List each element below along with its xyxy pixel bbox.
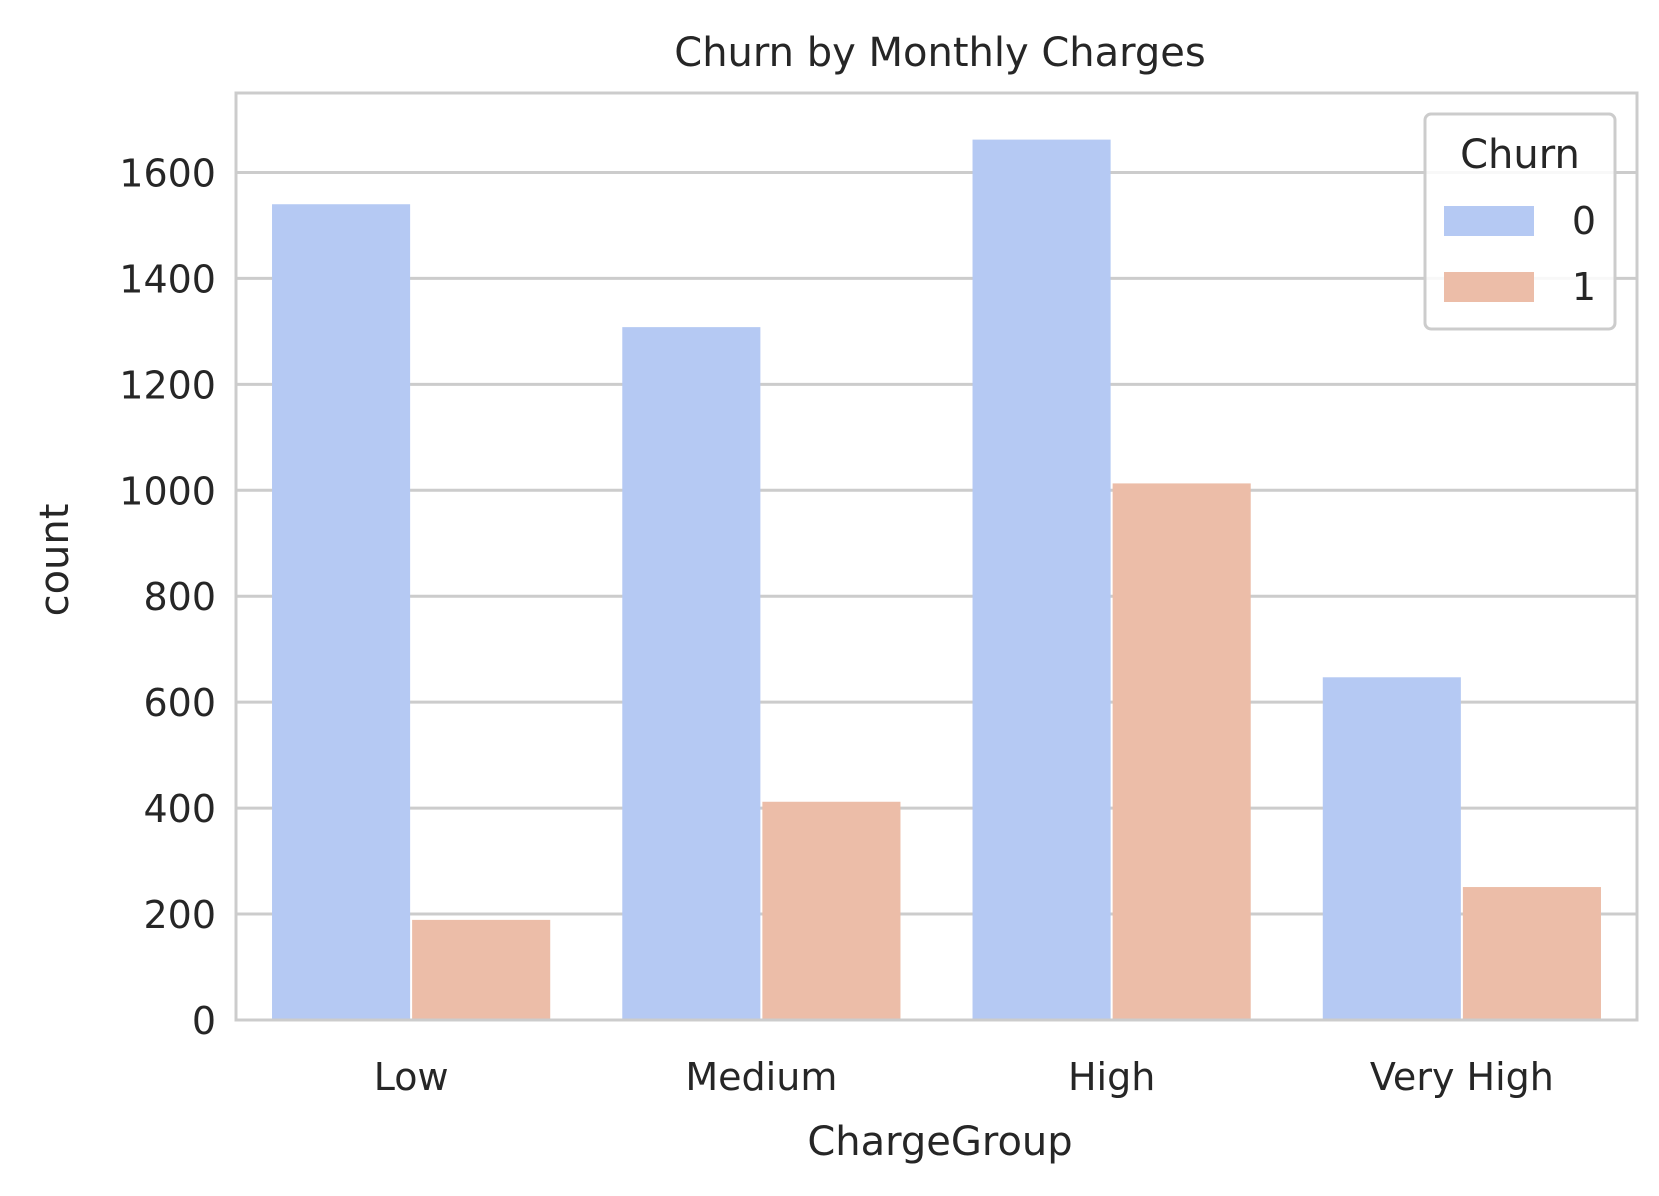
bar-medium-churn-1 bbox=[762, 801, 901, 1020]
y-tick-label: 400 bbox=[143, 787, 216, 831]
bar-high-churn-0 bbox=[972, 139, 1111, 1020]
y-tick-labels: 0 200 400 600 800 1000 1200 1400 1600 bbox=[119, 151, 216, 1043]
x-tick-label: High bbox=[1068, 1055, 1155, 1099]
bars bbox=[272, 139, 1601, 1021]
x-tick-label: Low bbox=[374, 1055, 449, 1099]
x-tick-label: Medium bbox=[685, 1055, 837, 1099]
bar-high-churn-1 bbox=[1112, 483, 1251, 1020]
y-tick-label: 1600 bbox=[119, 151, 216, 195]
legend-items: 01 bbox=[1444, 199, 1596, 309]
x-tick-label: Very High bbox=[1370, 1055, 1554, 1099]
legend-label-1: 1 bbox=[1572, 265, 1596, 309]
legend-swatch-1 bbox=[1444, 272, 1534, 302]
bar-low-churn-0 bbox=[272, 204, 411, 1021]
legend-swatch-0 bbox=[1444, 206, 1534, 236]
y-tick-label: 200 bbox=[143, 893, 216, 937]
gridlines bbox=[236, 170, 1637, 1022]
plot-frame bbox=[234, 91, 1639, 1022]
bar-low-churn-1 bbox=[412, 919, 551, 1020]
y-tick-label: 1200 bbox=[119, 363, 216, 407]
bar-very-high-churn-1 bbox=[1462, 887, 1601, 1020]
y-tick-label: 800 bbox=[143, 575, 216, 619]
y-tick-label: 1000 bbox=[119, 469, 216, 513]
bar-medium-churn-0 bbox=[622, 327, 761, 1020]
x-tick-labels: Low Medium High Very High bbox=[374, 1055, 1554, 1099]
legend: Churn 01 bbox=[1423, 112, 1617, 331]
y-tick-label: 600 bbox=[143, 681, 216, 725]
y-tick-label: 1400 bbox=[119, 257, 216, 301]
legend-label-0: 0 bbox=[1572, 199, 1596, 243]
bar-very-high-churn-0 bbox=[1322, 677, 1461, 1020]
chart-title: Churn by Monthly Charges bbox=[674, 30, 1205, 76]
y-axis-label: count bbox=[32, 504, 78, 617]
legend-title: Churn bbox=[1460, 132, 1580, 178]
y-tick-label: 0 bbox=[192, 999, 216, 1043]
x-axis-label: ChargeGroup bbox=[807, 1119, 1072, 1165]
